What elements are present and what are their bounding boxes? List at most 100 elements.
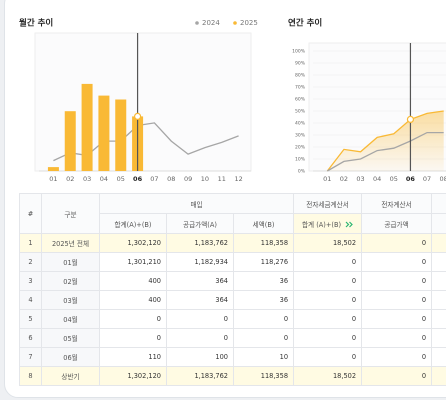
table-cell (431, 366, 446, 386)
x-tick-label: 11 (218, 175, 226, 183)
table-cell: 4 (19, 290, 42, 310)
table-cell: 0 (361, 233, 433, 253)
x-tick-label: 04 (373, 175, 381, 183)
table-row: 3 02월 400 364 36 0 0 (19, 271, 446, 291)
charts: 월간 추이 연간 추이 01 02 03 04 05 06 07 08 09 10 11 12 0% 10… (19, 18, 446, 183)
table-row: 8 상반기 1,302,120 1,183,762 118,358 18,502 0 (19, 366, 446, 386)
table-cell: 36 (232, 290, 295, 310)
x-tick-label: 10 (201, 175, 209, 183)
line (326, 110, 444, 172)
table-cell: 1,302,120 (99, 233, 167, 253)
x-tick-label: 02 (66, 175, 74, 183)
y-tick-label: 90% (295, 61, 306, 67)
table-cell: 1,182,934 (166, 252, 234, 272)
x-tick-label: 05 (117, 175, 125, 183)
legend-label: 2024 (202, 19, 220, 27)
table-cell: 01월 (41, 252, 100, 272)
table-cell: 0 (166, 309, 234, 329)
x-tick-label: 01 (323, 175, 331, 183)
bar (81, 83, 93, 171)
legend-label: 2025 (240, 19, 258, 27)
y-tick-label: 0% (298, 169, 306, 175)
table-cell: 3 (19, 271, 42, 291)
table-cell: 03월 (41, 290, 100, 310)
table-cell: 6 (19, 328, 42, 348)
table-cell: 2025년 전체 (41, 233, 100, 253)
area (327, 111, 444, 171)
x-tick-label: 12 (234, 175, 242, 183)
table-cell: 36 (232, 271, 295, 291)
x-tick-label: 07 (423, 175, 431, 183)
x-tick-label: 05 (390, 175, 398, 183)
y-tick-label: 70% (295, 85, 306, 91)
line (326, 131, 444, 172)
table-row: 1 2025년 전체 1,302,120 1,183,762 118,358 18,502… (19, 233, 446, 253)
table-cell: 100 (166, 347, 234, 367)
x-tick-label: 06 (406, 175, 416, 183)
bar (64, 111, 76, 171)
table-cell: 18,502 (293, 366, 363, 386)
header-cell: 전자세금계산서 (293, 193, 363, 214)
subheader-label: 공급가액 (384, 220, 409, 229)
data-table: # 구분 매입 전자세금계산서 전자계산서 합계(A)+(B) 공급가액(A) 세액(B) 합계… (19, 193, 446, 386)
y-tick-label: 40% (295, 121, 306, 127)
x-tick-label: 03 (356, 175, 364, 183)
subheader-label: 공급가액(A) (183, 220, 217, 229)
table-cell: 0 (99, 328, 167, 348)
x-tick-label: 01 (49, 175, 57, 183)
y-tick-label: 30% (295, 133, 306, 139)
table-cell: 364 (166, 271, 234, 291)
header-cell (431, 193, 446, 214)
table-cell: 5 (19, 309, 42, 329)
table-cell: 364 (166, 290, 234, 310)
cursor-point (133, 112, 142, 121)
table-cell (431, 347, 446, 367)
table-cell: 0 (361, 290, 433, 310)
x-tick-label: 03 (83, 175, 91, 183)
table-cell: 0 (293, 328, 363, 348)
table-cell (431, 252, 446, 272)
table-cell: 118,358 (232, 233, 295, 253)
bar (98, 95, 110, 171)
table-cell: 0 (166, 328, 234, 348)
x-tick-label: 09 (184, 175, 192, 183)
table-cell: 0 (293, 252, 363, 272)
table-cell: 0 (361, 252, 433, 272)
cursor-point (406, 115, 415, 124)
table-cell: 0 (293, 290, 363, 310)
x-tick-label: 08 (167, 175, 175, 183)
subheader-row: 합계(A)+(B) 공급가액(A) 세액(B) 합계 (A)+(B) 공급가액 (20, 213, 446, 234)
table-cell: 8 (19, 366, 42, 386)
subheader-cell (431, 213, 446, 234)
table-cell: 0 (293, 347, 363, 367)
x-tick-label: 08 (440, 175, 446, 183)
table-cell: 04월 (41, 309, 100, 329)
subheader-cell: 합계 (A)+(B) (293, 213, 363, 234)
table-cell: 0 (361, 366, 433, 386)
table-cell: 7 (19, 347, 42, 367)
table-cell: 400 (99, 290, 167, 310)
header-cell: 전자계산서 (361, 193, 433, 214)
table-cell: 110 (99, 347, 167, 367)
table-cell: 1,302,120 (99, 366, 167, 386)
subheader-cell: 공급가액 (361, 213, 433, 234)
header-cell: # (19, 193, 42, 234)
chart-title: 연간 추이 (288, 18, 322, 29)
table-row: 4 03월 400 364 36 0 0 (19, 290, 446, 310)
table-cell: 0 (232, 309, 295, 329)
table-cell: 06월 (41, 347, 100, 367)
table-cell: 400 (99, 271, 167, 291)
header-cell: 매입 (98, 193, 295, 214)
chart-title: 월간 추이 (19, 18, 53, 29)
table-cell: 상반기 (41, 366, 100, 386)
subheader-label: 합계 (A)+(B) (301, 220, 342, 229)
y-tick-label: 20% (295, 145, 306, 151)
x-tick-label: 02 (340, 175, 348, 183)
expand-icon[interactable] (345, 221, 353, 228)
table-cell: 118,358 (232, 366, 295, 386)
table-cell: 118,276 (232, 252, 295, 272)
bar (47, 167, 59, 171)
table-cell: 0 (293, 309, 363, 329)
y-tick-label: 10% (295, 157, 306, 163)
